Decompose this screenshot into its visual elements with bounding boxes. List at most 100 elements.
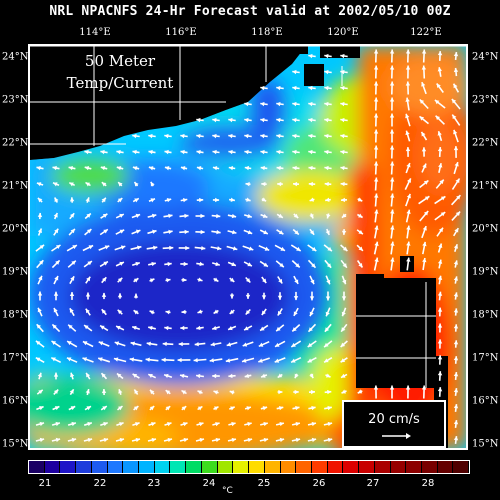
current-vector-head — [197, 406, 203, 411]
current-vector-head — [69, 308, 74, 313]
colorbar-cell — [437, 461, 454, 473]
current-vector-head — [247, 230, 253, 235]
current-vector-head — [178, 341, 183, 347]
current-vector-head — [340, 117, 345, 123]
current-vector-head — [307, 342, 313, 348]
current-vector-head — [242, 358, 247, 363]
current-vector-head — [103, 437, 109, 443]
current-vector-head — [246, 197, 251, 202]
current-vector-head — [261, 310, 266, 316]
current-vector-head — [165, 390, 171, 395]
current-vector-head — [70, 276, 75, 281]
current-vector-head — [84, 165, 90, 171]
current-vector-head — [145, 357, 150, 362]
current-vector-head — [341, 389, 347, 394]
current-vector-head — [86, 406, 91, 411]
current-vector-head — [327, 389, 332, 395]
temperature-current-map — [30, 46, 466, 448]
colorbar-cell — [453, 461, 470, 473]
current-vector-head — [325, 197, 330, 202]
current-vector-head — [437, 339, 443, 344]
current-vector-head — [326, 263, 332, 268]
current-vector-head — [294, 279, 299, 284]
lon-label-118: 118°E — [251, 27, 283, 38]
current-vector-head — [340, 165, 345, 171]
current-vector-head — [423, 211, 429, 216]
current-vector-head — [453, 292, 459, 297]
current-vector-head — [292, 117, 297, 123]
current-vector-head — [278, 278, 283, 284]
current-vector-head — [279, 437, 285, 443]
colorbar-tick-25: 25 — [257, 478, 271, 489]
current-vector-head — [85, 292, 91, 297]
current-vector-head — [69, 213, 75, 218]
current-vector-head — [292, 133, 297, 139]
current-vector-head — [263, 262, 268, 267]
current-vector-head — [180, 325, 185, 331]
current-vector-head — [36, 165, 41, 171]
lat-label-left-18: 18°N — [2, 309, 29, 321]
current-vector-head — [119, 421, 124, 427]
current-vector-head — [308, 181, 313, 187]
current-vector-head — [54, 406, 60, 411]
current-vector-head — [149, 389, 155, 395]
current-vector-head — [101, 373, 106, 378]
current-vector-head — [292, 149, 297, 155]
current-vector-head — [196, 149, 201, 155]
current-vector-head — [180, 133, 185, 139]
current-vector-head — [357, 389, 363, 394]
colorbar-cell — [327, 461, 344, 473]
current-vector-head — [405, 113, 410, 119]
current-vector-head — [311, 437, 317, 443]
temperature-colorbar — [28, 460, 470, 474]
current-vector-head — [454, 228, 459, 233]
colorbar-cell — [107, 461, 124, 473]
current-vector-head — [373, 161, 379, 166]
current-vector-head — [341, 230, 347, 235]
current-vector-head — [151, 213, 157, 219]
current-vector-head — [437, 131, 442, 136]
current-vector-head — [100, 149, 105, 155]
current-vector-head — [308, 53, 313, 59]
current-vector-head — [231, 262, 236, 267]
current-vector-head — [373, 145, 379, 150]
current-vector-head — [438, 243, 443, 248]
current-vector-head — [51, 341, 57, 346]
current-vector-head — [132, 149, 137, 155]
colorbar-tick-28: 28 — [421, 478, 435, 489]
current-vector-head — [275, 342, 280, 347]
current-vector-head — [200, 213, 205, 219]
current-vector-head — [437, 307, 443, 312]
current-vector-head — [229, 309, 235, 314]
current-vector-head — [373, 65, 379, 70]
current-vector-head — [228, 133, 233, 139]
current-vector-head — [406, 257, 411, 262]
current-vector-head — [277, 295, 283, 300]
current-vector-head — [374, 225, 379, 230]
current-vector-head — [453, 67, 459, 73]
current-vector-head — [277, 181, 282, 187]
current-vector-head — [117, 277, 123, 283]
current-vector-head — [293, 213, 299, 219]
current-vector-head — [277, 310, 282, 316]
current-vector-head — [152, 229, 157, 234]
current-vector-head — [102, 406, 107, 411]
current-vector-head — [374, 241, 379, 247]
current-vector-head — [260, 149, 265, 155]
map-panel — [28, 44, 468, 450]
current-vector-head — [390, 257, 395, 262]
colorbar-cell — [139, 461, 155, 473]
current-vector-head — [185, 245, 190, 251]
current-vector-head — [184, 229, 189, 235]
current-vector-head — [311, 405, 316, 411]
current-vector-head — [260, 165, 265, 171]
colorbar-unit: °C — [222, 486, 233, 496]
current-vector-head — [422, 241, 427, 247]
current-vector-head — [35, 357, 41, 362]
colorbar-cell — [374, 461, 391, 473]
current-vector-head — [405, 147, 411, 152]
lon-label-122: 122°E — [410, 27, 442, 38]
current-vector-head — [129, 357, 135, 362]
current-vector-head — [263, 437, 269, 443]
current-vector-head — [167, 261, 172, 267]
